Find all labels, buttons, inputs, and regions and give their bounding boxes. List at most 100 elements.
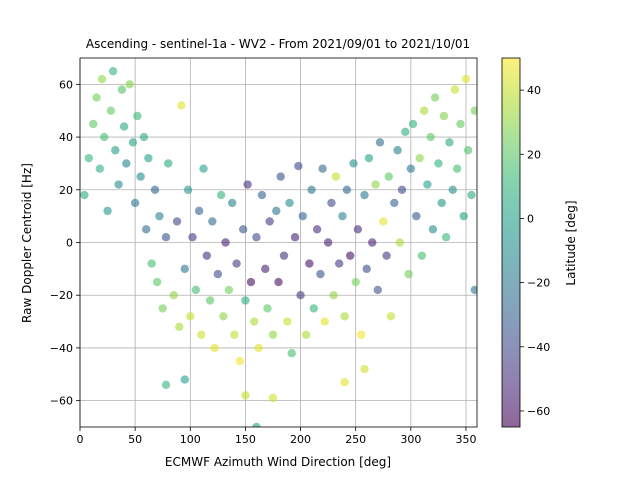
- scatter-point: [250, 317, 259, 326]
- scatter-point: [316, 269, 325, 279]
- x-axis-label: ECMWF Azimuth Wind Direction [deg]: [165, 455, 391, 469]
- scatter-point: [364, 153, 374, 163]
- scatter-point: [141, 225, 151, 234]
- scatter-point: [360, 190, 369, 200]
- scatter-point: [397, 185, 407, 194]
- scatter-point: [268, 330, 278, 339]
- scatter-point: [371, 180, 380, 189]
- chart-title: Ascending - sentinel-1a - WV2 - From 202…: [86, 37, 470, 51]
- scatter-point: [221, 238, 230, 247]
- scatter-point: [150, 185, 160, 194]
- scatter-point: [95, 164, 105, 173]
- scatter-point: [80, 190, 89, 200]
- scatter-point: [382, 251, 391, 260]
- scatter-point: [345, 251, 355, 260]
- scatter-point: [114, 180, 123, 189]
- scatter-point: [441, 233, 451, 242]
- scatter-point: [92, 93, 101, 102]
- scatter-point: [274, 277, 283, 287]
- scatter-point: [467, 190, 476, 200]
- scatter-point: [342, 185, 352, 194]
- scatter-point: [224, 285, 234, 295]
- scatter-point: [461, 74, 471, 84]
- y-tick-label: −20: [50, 289, 73, 302]
- scatter-point: [111, 146, 120, 155]
- scatter-point: [194, 206, 204, 216]
- scatter-point: [351, 277, 360, 287]
- colorbar-tick-label: 20: [527, 148, 541, 161]
- scatter-point: [144, 153, 153, 163]
- scatter-point: [331, 172, 341, 181]
- scatter-point: [283, 317, 292, 326]
- scatter-point: [379, 217, 388, 226]
- scatter-point: [227, 198, 237, 208]
- scatter-point: [100, 132, 109, 142]
- scatter-point: [375, 138, 385, 147]
- scatter-point: [298, 211, 307, 221]
- y-axis-label: Raw Doppler Centroid [Hz]: [20, 163, 34, 323]
- scatter-point: [241, 391, 250, 400]
- scatter-point: [426, 132, 435, 142]
- colorbar-ticks: −60 −40 −20 0 20 40: [520, 84, 550, 418]
- scatter-point: [368, 238, 377, 247]
- scatter-point: [210, 343, 219, 353]
- scatter-point: [448, 185, 457, 194]
- scatter-point: [254, 343, 263, 353]
- scatter-point: [186, 312, 195, 321]
- scatter-point: [327, 198, 336, 208]
- scatter-point: [419, 106, 429, 115]
- y-tick-label: 0: [66, 237, 73, 250]
- scatter-point: [252, 233, 261, 242]
- scatter-point: [197, 330, 206, 339]
- x-tick-label: 250: [345, 433, 366, 446]
- scatter-point: [384, 172, 393, 181]
- scatter-point: [412, 211, 421, 221]
- scatter-point: [285, 198, 294, 208]
- scatter-points: [80, 66, 477, 427]
- x-tick-label: 100: [180, 433, 201, 446]
- scatter-point: [404, 269, 413, 279]
- scatter-point: [323, 238, 333, 247]
- scatter-point: [309, 304, 318, 313]
- x-axis-ticks: 0 50 100 150 200 250 300 350: [77, 427, 476, 446]
- scatter-point: [320, 317, 330, 326]
- scatter-point: [287, 349, 296, 358]
- scatter-point: [340, 312, 349, 321]
- scatter-point: [136, 172, 145, 181]
- scatter-point: [230, 330, 239, 339]
- scatter-point: [301, 330, 311, 339]
- x-tick-label: 50: [128, 433, 142, 446]
- x-tick-label: 0: [77, 433, 84, 446]
- scatter-point: [294, 161, 303, 171]
- scatter-point: [428, 225, 438, 234]
- scatter-point: [188, 233, 197, 242]
- scatter-point: [125, 80, 134, 89]
- colorbar-tick-label: 40: [527, 84, 541, 97]
- scatter-point: [430, 93, 440, 102]
- scatter-point: [84, 153, 94, 163]
- scatter-point: [243, 180, 252, 189]
- scatter-point: [175, 322, 184, 332]
- scatter-point: [161, 233, 171, 242]
- scatter-point: [103, 206, 112, 216]
- scatter-point: [177, 101, 186, 110]
- colorbar-tick-label: 0: [527, 212, 534, 225]
- colorbar: [502, 58, 520, 427]
- scatter-point: [213, 269, 223, 279]
- scatter-point: [307, 185, 316, 194]
- scatter-point: [456, 119, 465, 129]
- scatter-point: [219, 312, 228, 321]
- scatter-point: [334, 259, 344, 268]
- scatter-point: [97, 74, 107, 84]
- scatter-point: [423, 180, 432, 189]
- colorbar-tick-label: −40: [527, 341, 550, 354]
- scatter-point: [180, 264, 189, 274]
- scatter-point: [239, 225, 248, 234]
- scatter-point: [128, 138, 138, 147]
- scatter-point: [164, 159, 173, 168]
- scatter-point: [434, 159, 443, 168]
- scatter-point: [338, 211, 347, 221]
- scatter-point: [155, 211, 164, 221]
- scatter-point: [122, 159, 131, 168]
- y-tick-label: −60: [50, 395, 73, 408]
